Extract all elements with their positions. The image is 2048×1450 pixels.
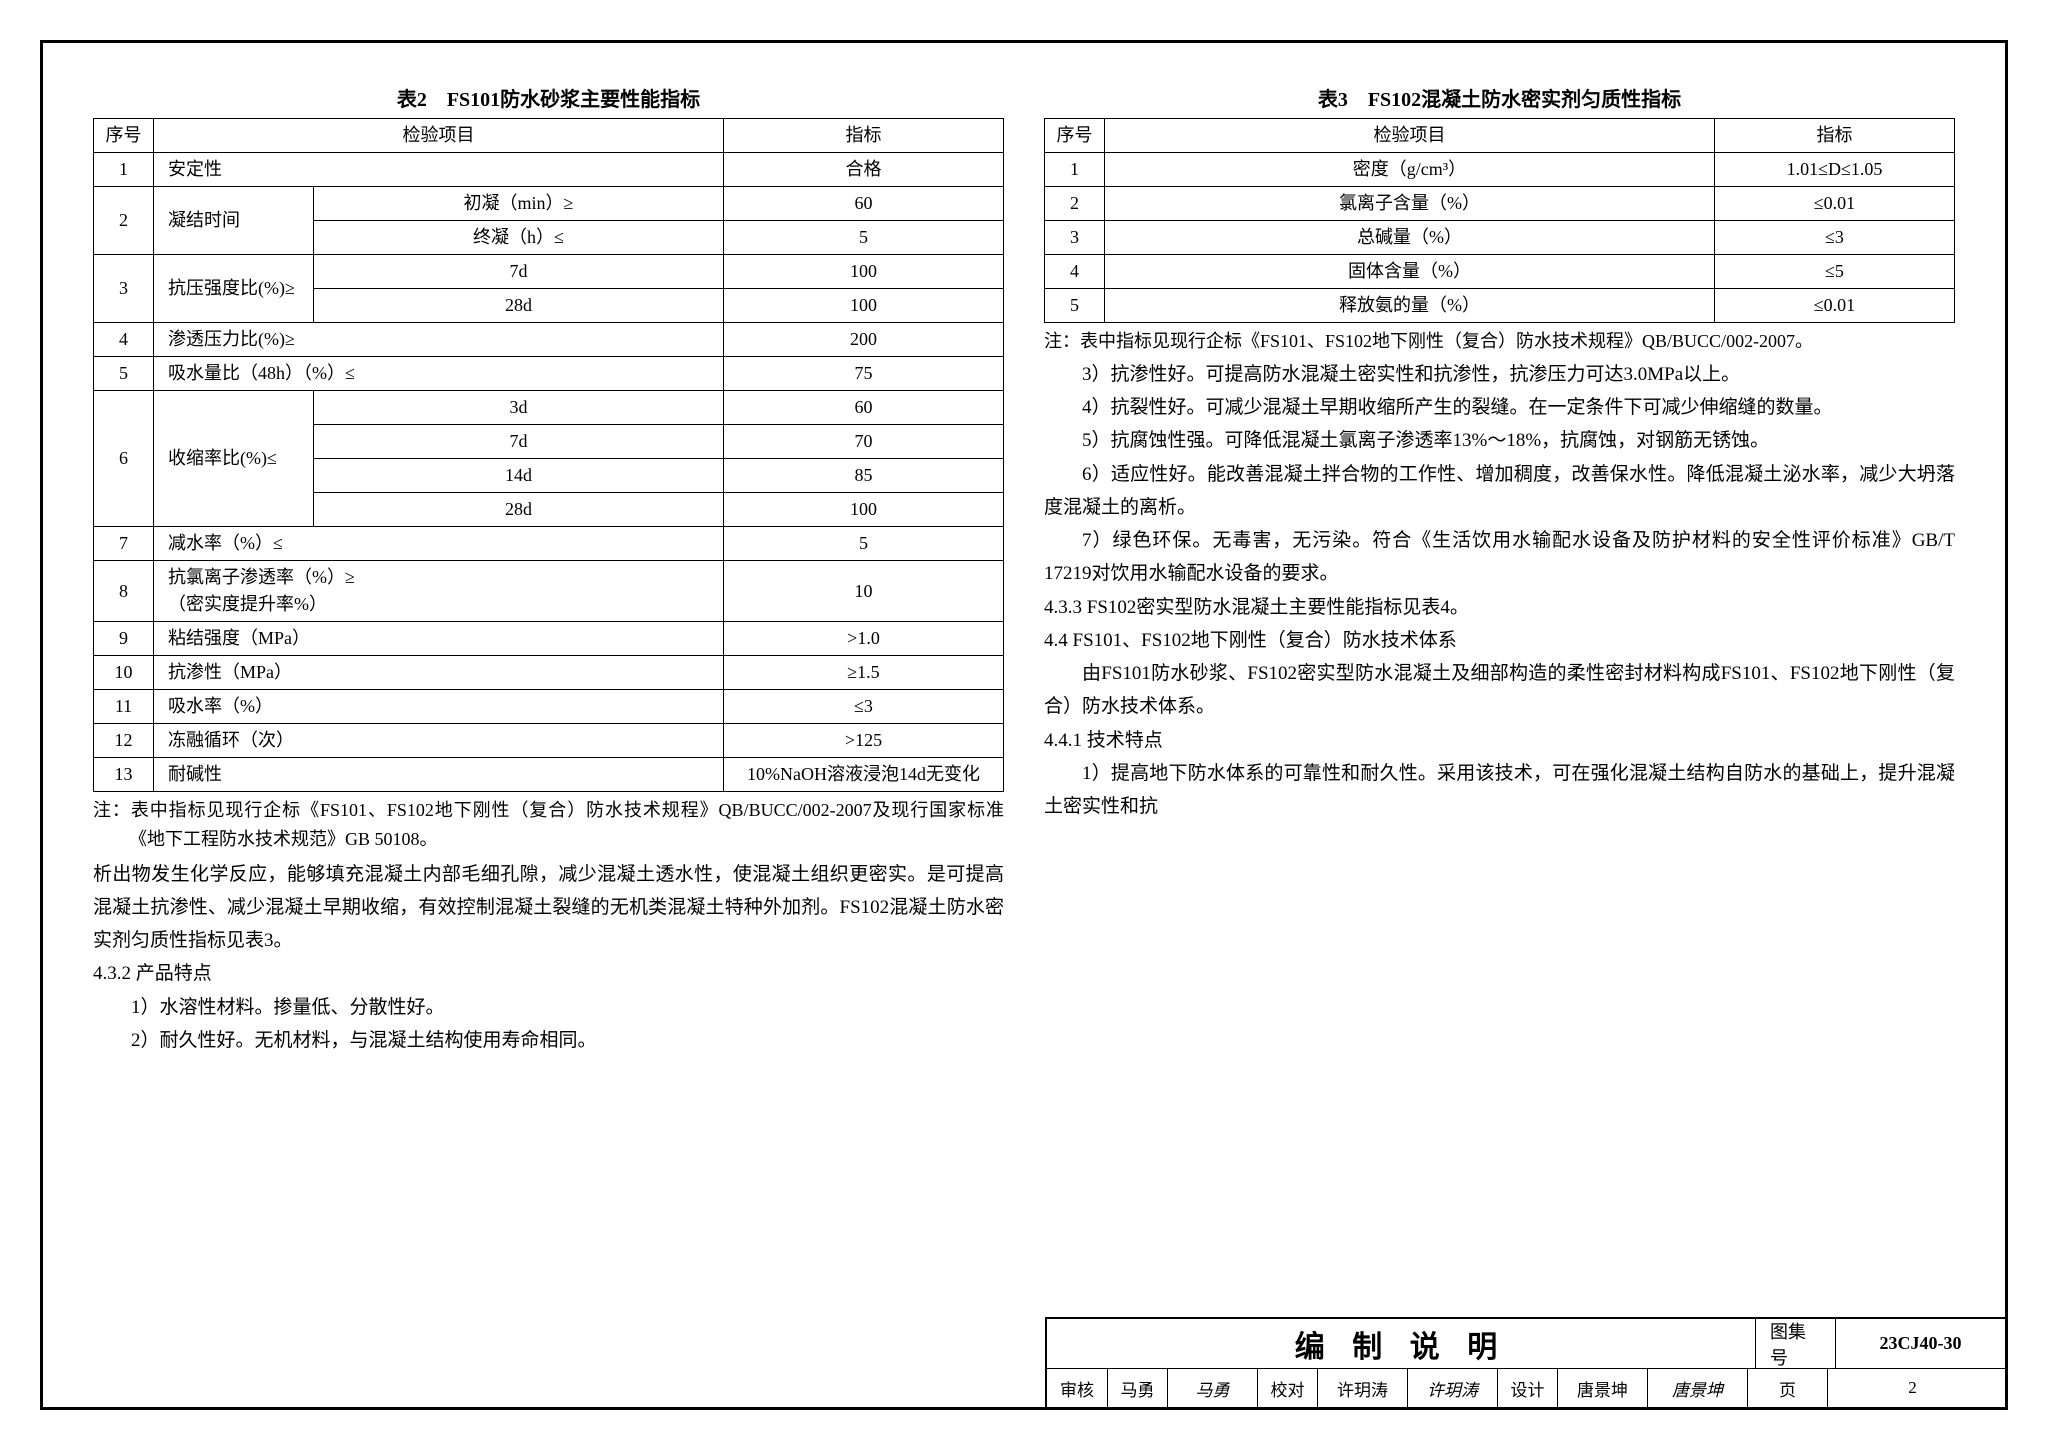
paragraph: 7）绿色环保。无毒害，无污染。符合《生活饮用水输配水设备及防护材料的安全性评价标… bbox=[1044, 524, 1955, 591]
right-body-text: 3）抗渗性好。可提高防水混凝土密实性和抗渗性，抗渗压力可达3.0MPa以上。 4… bbox=[1044, 358, 1955, 824]
table-row: 9 粘结强度（MPa） >1.0 bbox=[94, 622, 1004, 656]
table-row: 4 渗透压力比(%)≥ 200 bbox=[94, 323, 1004, 357]
role-check-label: 审核 bbox=[1047, 1369, 1107, 1407]
table-row: 13 耐碱性 10%NaOH溶液浸泡14d无变化 bbox=[94, 758, 1004, 792]
paragraph: 1）水溶性材料。掺量低、分散性好。 bbox=[93, 991, 1004, 1024]
th-item: 检验项目 bbox=[1105, 119, 1715, 153]
role-design-name: 唐景坤 bbox=[1557, 1369, 1647, 1407]
table3-note: 注：表中指标见现行企标《FS101、FS102地下刚性（复合）防水技术规程》QB… bbox=[1044, 327, 1955, 356]
table-row: 5 释放氨的量（%） ≤0.01 bbox=[1045, 289, 1955, 323]
atlas-number: 23CJ40-30 bbox=[1835, 1319, 2005, 1368]
paragraph: 由FS101防水砂浆、FS102密实型防水混凝土及细部构造的柔性密封材料构成FS… bbox=[1044, 657, 1955, 724]
heading: 4.3.3 FS102密实型防水混凝土主要性能指标见表4。 bbox=[1044, 591, 1955, 624]
sheet-title: 编 制 说 明 bbox=[1047, 1322, 1755, 1366]
role-proof-label: 校对 bbox=[1257, 1369, 1317, 1407]
table-row: 2 氯离子含量（%） ≤0.01 bbox=[1045, 187, 1955, 221]
paragraph: 3）抗渗性好。可提高防水混凝土密实性和抗渗性，抗渗压力可达3.0MPa以上。 bbox=[1044, 358, 1955, 391]
heading: 4.4.1 技术特点 bbox=[1044, 724, 1955, 757]
table3-title: 表3 FS102混凝土防水密实剂匀质性指标 bbox=[1044, 83, 1955, 112]
paragraph: 4）抗裂性好。可减少混凝土早期收缩所产生的裂缝。在一定条件下可减少伸缩缝的数量。 bbox=[1044, 391, 1955, 424]
paragraph: 析出物发生化学反应，能够填充混凝土内部毛细孔隙，减少混凝土透水性，使混凝土组织更… bbox=[93, 858, 1004, 958]
table-row: 5 吸水量比（48h）（%）≤ 75 bbox=[94, 357, 1004, 391]
paragraph: 5）抗腐蚀性强。可降低混凝土氯离子渗透率13%～18%，抗腐蚀，对钢筋无锈蚀。 bbox=[1044, 424, 1955, 457]
table-header-row: 序号 检验项目 指标 bbox=[1045, 119, 1955, 153]
th-no: 序号 bbox=[94, 119, 154, 153]
table-row: 10 抗渗性（MPa） ≥1.5 bbox=[94, 656, 1004, 690]
table-row: 3 抗压强度比(%)≥ 7d 100 bbox=[94, 255, 1004, 289]
table-row: 8 抗氯离子渗透率（%）≥ （密实度提升率%） 10 bbox=[94, 561, 1004, 622]
title-block-row1: 编 制 说 明 图集号 23CJ40-30 bbox=[1047, 1319, 2005, 1369]
paragraph: 2）耐久性好。无机材料，与混凝土结构使用寿命相同。 bbox=[93, 1024, 1004, 1057]
title-block-row2: 审核 马勇 马勇 校对 许玥涛 许玥涛 设计 唐景坤 唐景坤 页 2 bbox=[1047, 1369, 2005, 1407]
table2-title: 表2 FS101防水砂浆主要性能指标 bbox=[93, 83, 1004, 112]
role-check-signature: 马勇 bbox=[1167, 1369, 1257, 1407]
table-header-row: 序号 检验项目 指标 bbox=[94, 119, 1004, 153]
left-body-text: 析出物发生化学反应，能够填充混凝土内部毛细孔隙，减少混凝土透水性，使混凝土组织更… bbox=[93, 858, 1004, 1058]
th-val: 指标 bbox=[1715, 119, 1955, 153]
th-no: 序号 bbox=[1045, 119, 1105, 153]
heading: 4.4 FS101、FS102地下刚性（复合）防水技术体系 bbox=[1044, 624, 1955, 657]
table-row: 4 固体含量（%） ≤5 bbox=[1045, 255, 1955, 289]
paragraph: 1）提高地下防水体系的可靠性和耐久性。采用该技术，可在强化混凝土结构自防水的基础… bbox=[1044, 757, 1955, 824]
atlas-label: 图集号 bbox=[1755, 1319, 1835, 1368]
table-row: 1 密度（g/cm³） 1.01≤D≤1.05 bbox=[1045, 153, 1955, 187]
table-row: 7 减水率（%）≤ 5 bbox=[94, 527, 1004, 561]
table-row: 6 收缩率比(%)≤ 3d 60 bbox=[94, 391, 1004, 425]
role-proof-name: 许玥涛 bbox=[1317, 1369, 1407, 1407]
title-block: 编 制 说 明 图集号 23CJ40-30 审核 马勇 马勇 校对 许玥涛 许玥… bbox=[1045, 1317, 2005, 1407]
th-item: 检验项目 bbox=[154, 119, 724, 153]
page-label: 页 bbox=[1747, 1369, 1827, 1407]
right-column: 表3 FS102混凝土防水密实剂匀质性指标 序号 检验项目 指标 1 密度（g/… bbox=[1044, 83, 1955, 1407]
table-row: 3 总碱量（%） ≤3 bbox=[1045, 221, 1955, 255]
table-row: 11 吸水率（%） ≤3 bbox=[94, 690, 1004, 724]
page-number: 2 bbox=[1827, 1369, 1997, 1407]
th-val: 指标 bbox=[724, 119, 1004, 153]
role-design-label: 设计 bbox=[1497, 1369, 1557, 1407]
role-proof-signature: 许玥涛 bbox=[1407, 1369, 1497, 1407]
page-frame: 表2 FS101防水砂浆主要性能指标 序号 检验项目 指标 1 安定性 合格 2… bbox=[40, 40, 2008, 1410]
table-row: 1 安定性 合格 bbox=[94, 153, 1004, 187]
heading: 4.3.2 产品特点 bbox=[93, 957, 1004, 990]
table-row: 12 冻融循环（次） >125 bbox=[94, 724, 1004, 758]
paragraph: 6）适应性好。能改善混凝土拌合物的工作性、增加稠度，改善保水性。降低混凝土泌水率… bbox=[1044, 458, 1955, 525]
role-design-signature: 唐景坤 bbox=[1647, 1369, 1747, 1407]
table2-note: 注：表中指标见现行企标《FS101、FS102地下刚性（复合）防水技术规程》QB… bbox=[93, 796, 1004, 854]
left-column: 表2 FS101防水砂浆主要性能指标 序号 检验项目 指标 1 安定性 合格 2… bbox=[93, 83, 1004, 1407]
table2: 序号 检验项目 指标 1 安定性 合格 2 凝结时间 初凝（min）≥ 60 终… bbox=[93, 118, 1004, 792]
role-check-name: 马勇 bbox=[1107, 1369, 1167, 1407]
table-row: 2 凝结时间 初凝（min）≥ 60 bbox=[94, 187, 1004, 221]
table3: 序号 检验项目 指标 1 密度（g/cm³） 1.01≤D≤1.05 2 氯离子… bbox=[1044, 118, 1955, 323]
